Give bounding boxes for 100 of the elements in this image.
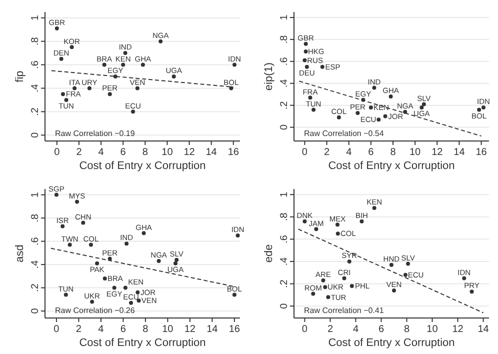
point: [302, 58, 307, 62]
point: [124, 242, 129, 246]
y-tick-label: .8: [30, 213, 41, 222]
x-tick-label: 8: [404, 324, 410, 335]
point: [136, 290, 140, 294]
y-tick-label: 1: [279, 14, 290, 20]
point: [64, 98, 68, 102]
y-axis-title: asd: [14, 244, 26, 262]
point: [90, 300, 94, 304]
x-tick-label: 4: [352, 324, 359, 335]
point: [54, 192, 58, 197]
point: [174, 258, 179, 262]
point: [108, 92, 112, 96]
point: [477, 108, 482, 112]
point: [95, 261, 100, 266]
point: [383, 114, 388, 118]
y-tick-label: 0: [30, 132, 41, 138]
x-tick-label: 8: [142, 147, 148, 158]
x-tick-label: 0: [54, 324, 60, 335]
point: [112, 286, 116, 290]
point: [422, 102, 426, 106]
point: [481, 106, 486, 110]
point: [470, 290, 474, 294]
annotation: Raw Correlation −0.54: [304, 129, 384, 138]
x-tick-label: 4: [98, 324, 104, 335]
point: [60, 92, 65, 96]
x-tick-label: 16: [476, 147, 488, 158]
point: [123, 51, 128, 56]
point: [75, 200, 80, 204]
y-axis-title: eip(1): [263, 62, 275, 91]
point: [308, 96, 312, 100]
point: [59, 56, 64, 61]
point: [420, 106, 424, 110]
point: [156, 259, 161, 264]
point: [326, 295, 330, 300]
x-tick-label: 14: [454, 147, 466, 158]
point: [311, 292, 316, 296]
point: [347, 259, 352, 264]
y-tick-label: .6: [279, 56, 290, 66]
y-axis-title: ede: [263, 244, 275, 263]
point: [87, 86, 92, 90]
point: [372, 86, 376, 90]
point: [72, 86, 77, 90]
x-tick-label: 4: [98, 147, 104, 158]
point: [320, 64, 324, 69]
point: [389, 262, 394, 267]
point: [172, 74, 176, 78]
x-tick-label: 6: [120, 324, 126, 335]
point: [350, 284, 354, 288]
x-tick-label: 2: [324, 147, 330, 158]
x-tick-label: 10: [410, 147, 422, 158]
point: [356, 111, 360, 116]
point: [81, 220, 86, 225]
point: [135, 86, 140, 90]
point: [312, 108, 316, 112]
y-tick-label: 1: [30, 14, 41, 21]
point: [236, 233, 240, 238]
y-tick-label: 0: [279, 124, 290, 130]
point: [102, 62, 106, 67]
y-tick-label: .2: [30, 107, 41, 116]
x-tick-label: 14: [206, 147, 218, 158]
y-tick-label: 1: [279, 191, 290, 198]
x-tick-label: 8: [142, 324, 149, 335]
point: [336, 232, 340, 236]
point: [335, 222, 340, 227]
y-axis-title: fip: [14, 70, 26, 82]
x-tick-label: 0: [302, 147, 308, 158]
point: [123, 286, 128, 290]
point: [108, 256, 112, 261]
x-tick-label: 16: [228, 324, 240, 335]
x-axis-title: Cost of Entry x Corruption: [328, 337, 455, 349]
x-tick-label: 16: [228, 147, 240, 158]
point: [128, 300, 133, 305]
y-tick-label: .4: [279, 78, 290, 88]
x-tick-label: 12: [432, 147, 444, 158]
y-tick-label: .4: [30, 260, 41, 269]
x-tick-label: 2: [76, 324, 82, 335]
y-tick-label: .4: [30, 84, 41, 92]
point: [403, 272, 408, 277]
point: [304, 50, 308, 54]
point: [64, 292, 68, 297]
x-tick-label: 6: [368, 147, 374, 158]
x-axis-title: Cost of Entry x Corruption: [79, 160, 206, 172]
point: [232, 292, 236, 297]
point: [102, 276, 107, 280]
x-tick-label: 12: [184, 324, 196, 335]
annotation: Raw Correlation −0.19: [55, 129, 136, 138]
x-tick-label: 14: [478, 324, 490, 335]
point: [68, 242, 72, 247]
point: [372, 206, 376, 210]
point: [304, 64, 309, 69]
point: [232, 62, 236, 67]
x-tick-label: 10: [162, 324, 174, 335]
point: [302, 219, 307, 224]
point: [121, 62, 126, 67]
y-tick-label: 0: [279, 302, 290, 309]
point: [88, 242, 93, 247]
y-tick-label: .8: [279, 212, 290, 222]
y-tick-label: 0: [30, 308, 41, 314]
point: [360, 219, 364, 224]
